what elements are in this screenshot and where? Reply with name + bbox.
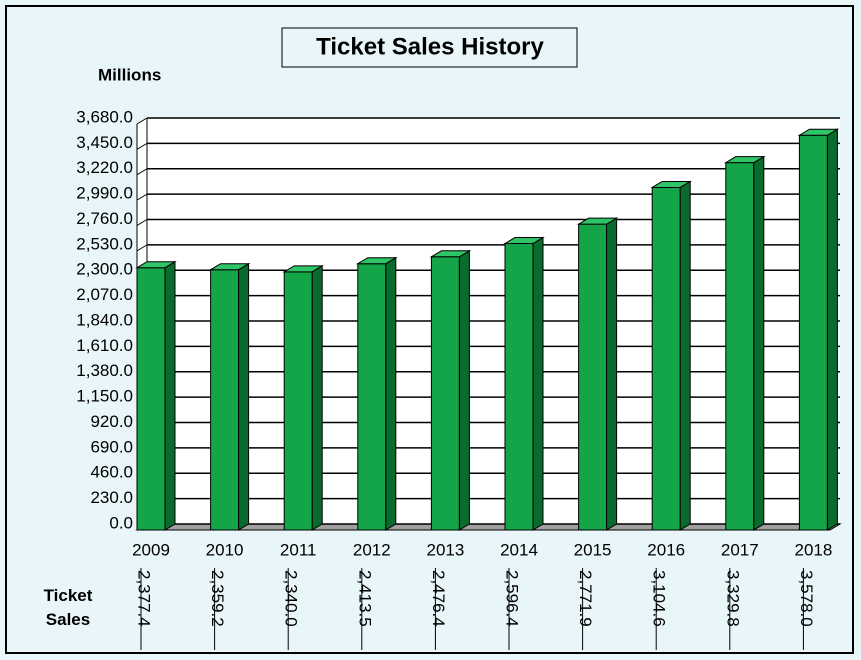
- bar-side: [753, 155, 765, 531]
- y-tick-label: 460.0: [90, 463, 133, 482]
- bar-top: [208, 263, 251, 271]
- y-tick-label: 1,150.0: [76, 387, 133, 406]
- y-tick-label: 3,680.0: [76, 107, 133, 126]
- data-table-value: 3,578.0: [797, 570, 816, 627]
- data-table-value: 3,329.8: [723, 570, 742, 627]
- bar-front: [283, 271, 313, 531]
- bar-front: [210, 269, 240, 531]
- grid-line-side: [136, 219, 148, 226]
- y-tick-label: 2,760.0: [76, 209, 133, 228]
- y-tick-label: 0.0: [109, 513, 133, 532]
- chart-border: [5, 5, 854, 654]
- bar-side: [311, 264, 323, 531]
- x-tick-label: 2018: [794, 540, 832, 559]
- y-tick-label: 1,840.0: [76, 310, 133, 329]
- y-tick-label: 230.0: [90, 488, 133, 507]
- bar: [576, 217, 619, 531]
- bar-top: [429, 250, 472, 258]
- bar: [650, 180, 693, 531]
- data-table-value: 2,359.2: [208, 570, 227, 627]
- x-tick-label: 2016: [647, 540, 685, 559]
- table-row-label: Ticket Sales: [43, 586, 93, 629]
- y-tick-label: 2,530.0: [76, 234, 133, 253]
- bar: [503, 236, 545, 531]
- bar-side: [238, 262, 250, 531]
- bar-front: [357, 263, 387, 531]
- bar: [208, 262, 251, 531]
- x-tick-label: 2015: [574, 540, 612, 559]
- bar: [282, 264, 325, 531]
- bar: [429, 249, 472, 531]
- bar-top: [576, 217, 619, 225]
- bar-side: [826, 128, 838, 531]
- bar: [135, 260, 177, 531]
- grid-line-side: [136, 244, 148, 252]
- bar: [797, 128, 840, 531]
- y-axis-label: Millions: [98, 65, 161, 84]
- data-table-value: 2,596.4: [503, 570, 522, 627]
- x-tick-label: 2009: [132, 540, 170, 559]
- bar-front: [578, 223, 608, 531]
- x-tick-label: 2017: [721, 540, 759, 559]
- data-table-value: 2,377.4: [135, 570, 154, 627]
- y-tick-label: 1,610.0: [76, 336, 133, 355]
- y-tick-label: 920.0: [90, 412, 133, 431]
- bar: [355, 256, 398, 531]
- bar-side: [679, 180, 691, 531]
- grid-line-side: [136, 168, 148, 176]
- grid-line-side: [136, 117, 148, 125]
- data-table-value: 2,340.0: [282, 570, 301, 627]
- y-tick-label: 2,990.0: [76, 184, 133, 203]
- bar-front: [725, 162, 755, 531]
- y-tick-label: 3,450.0: [76, 133, 133, 152]
- bar-front: [430, 256, 460, 531]
- bar-side: [164, 260, 176, 531]
- bar-front: [136, 267, 166, 531]
- x-tick-label: 2010: [206, 540, 244, 559]
- y-tick-label: 2,300.0: [76, 260, 133, 279]
- bar-top: [650, 180, 693, 188]
- x-tick-label: 2012: [353, 540, 391, 559]
- y-tick-label: 2,070.0: [76, 285, 133, 304]
- bar: [723, 155, 766, 531]
- bar-top: [797, 128, 840, 136]
- bar-side: [458, 249, 470, 531]
- x-tick-label: 2014: [500, 540, 538, 559]
- y-tick-label: 690.0: [90, 437, 133, 456]
- bar-side: [532, 236, 544, 531]
- data-table-value: 2,413.5: [355, 570, 374, 627]
- bar-top: [135, 261, 177, 269]
- bar-top: [355, 257, 398, 265]
- y-tick-label: 1,380.0: [76, 361, 133, 380]
- bar-front: [798, 134, 828, 531]
- bar-front: [651, 186, 681, 531]
- bar-front: [504, 243, 534, 531]
- bar-top: [723, 156, 766, 164]
- y-tick-label: 3,220.0: [76, 158, 133, 177]
- title-box: [281, 27, 578, 68]
- grid-line-side: [136, 193, 148, 201]
- data-table-value: 3,104.6: [650, 570, 669, 627]
- x-tick-label: 2011: [280, 540, 317, 559]
- data-table-value: 2,476.4: [429, 570, 448, 627]
- bar-side: [385, 256, 397, 531]
- chart-title: Ticket Sales History: [316, 33, 544, 60]
- bar-top: [503, 237, 545, 245]
- bar-top: [282, 265, 325, 273]
- grid-line-side: [136, 142, 148, 150]
- bar-side: [606, 217, 618, 531]
- data-table-value: 2,771.9: [576, 570, 595, 627]
- x-tick-label: 2013: [426, 540, 464, 559]
